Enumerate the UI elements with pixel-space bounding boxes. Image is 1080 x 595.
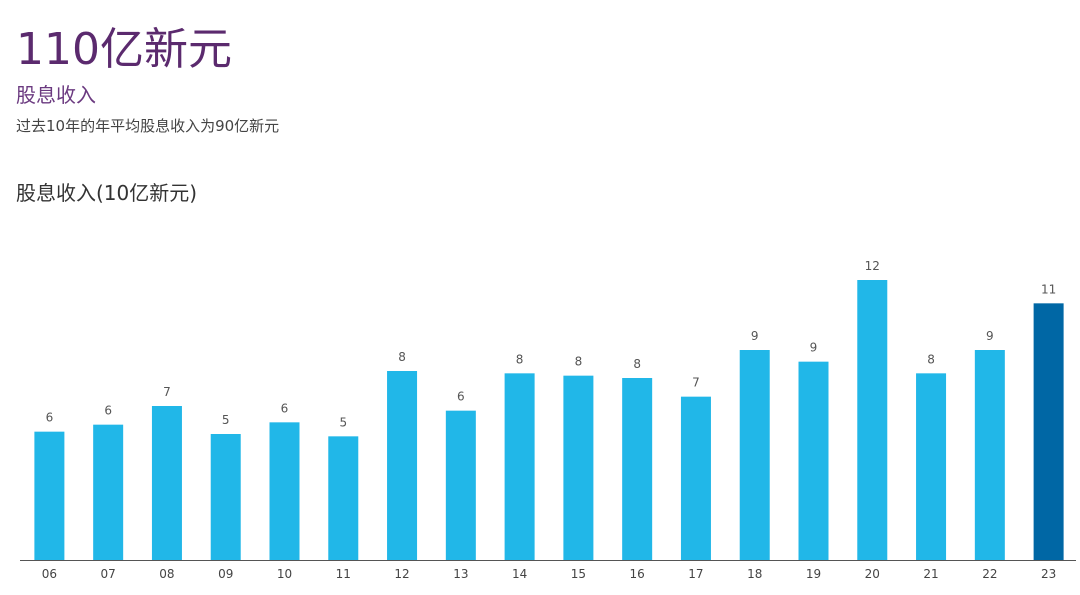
bar [680, 396, 711, 560]
headline: 110亿新元 [16, 24, 232, 75]
x-tick-label: 20 [865, 567, 880, 581]
x-tick-label: 06 [42, 567, 57, 581]
x-tick-label: 17 [688, 567, 703, 581]
x-tick-label: 07 [101, 567, 116, 581]
bar [387, 371, 418, 560]
x-tick-label: 23 [1041, 567, 1056, 581]
data-label: 6 [104, 404, 112, 418]
bar [445, 410, 476, 560]
x-tick-label: 08 [159, 567, 174, 581]
x-tick-label: 22 [982, 567, 997, 581]
x-tick-label: 11 [336, 567, 351, 581]
x-tick-label: 10 [277, 567, 292, 581]
data-label: 11 [1041, 282, 1056, 296]
x-tick-label: 15 [571, 567, 586, 581]
x-tick-label: 13 [453, 567, 468, 581]
data-label: 6 [281, 401, 289, 415]
note: 过去10年的年平均股息收入为90亿新元 [16, 117, 279, 135]
data-label: 5 [222, 413, 230, 427]
bar [269, 422, 300, 560]
data-label: 8 [516, 352, 524, 366]
bar [563, 375, 594, 560]
bar [34, 431, 65, 560]
data-label: 8 [398, 350, 406, 364]
x-tick-label: 19 [806, 567, 821, 581]
bar [974, 350, 1005, 560]
x-tick-label: 18 [747, 567, 762, 581]
data-label: 8 [633, 357, 641, 371]
data-label: 6 [46, 411, 54, 425]
data-label: 9 [810, 341, 818, 355]
data-label: 9 [751, 329, 759, 343]
x-tick-label: 14 [512, 567, 527, 581]
bar [504, 373, 535, 560]
bar [93, 424, 124, 560]
bar [151, 406, 182, 560]
x-tick-label: 12 [394, 567, 409, 581]
bar [798, 361, 829, 560]
bar [739, 350, 770, 560]
bar [328, 436, 359, 560]
bar [857, 280, 888, 560]
bar [1033, 303, 1064, 560]
x-tick-label: 21 [923, 567, 938, 581]
data-label: 6 [457, 390, 465, 404]
subtitle: 股息收入 [16, 83, 96, 107]
chart-title: 股息收入(10亿新元) [16, 181, 197, 205]
data-label: 9 [986, 329, 994, 343]
bar [622, 378, 653, 560]
bar [210, 434, 241, 560]
bar [916, 373, 947, 560]
data-label: 5 [339, 415, 347, 429]
x-tick-label: 09 [218, 567, 233, 581]
x-tick-label: 16 [630, 567, 645, 581]
data-label: 8 [927, 352, 935, 366]
data-label: 7 [692, 376, 700, 390]
data-label: 7 [163, 385, 171, 399]
data-label: 12 [865, 259, 880, 273]
data-label: 8 [575, 355, 583, 369]
